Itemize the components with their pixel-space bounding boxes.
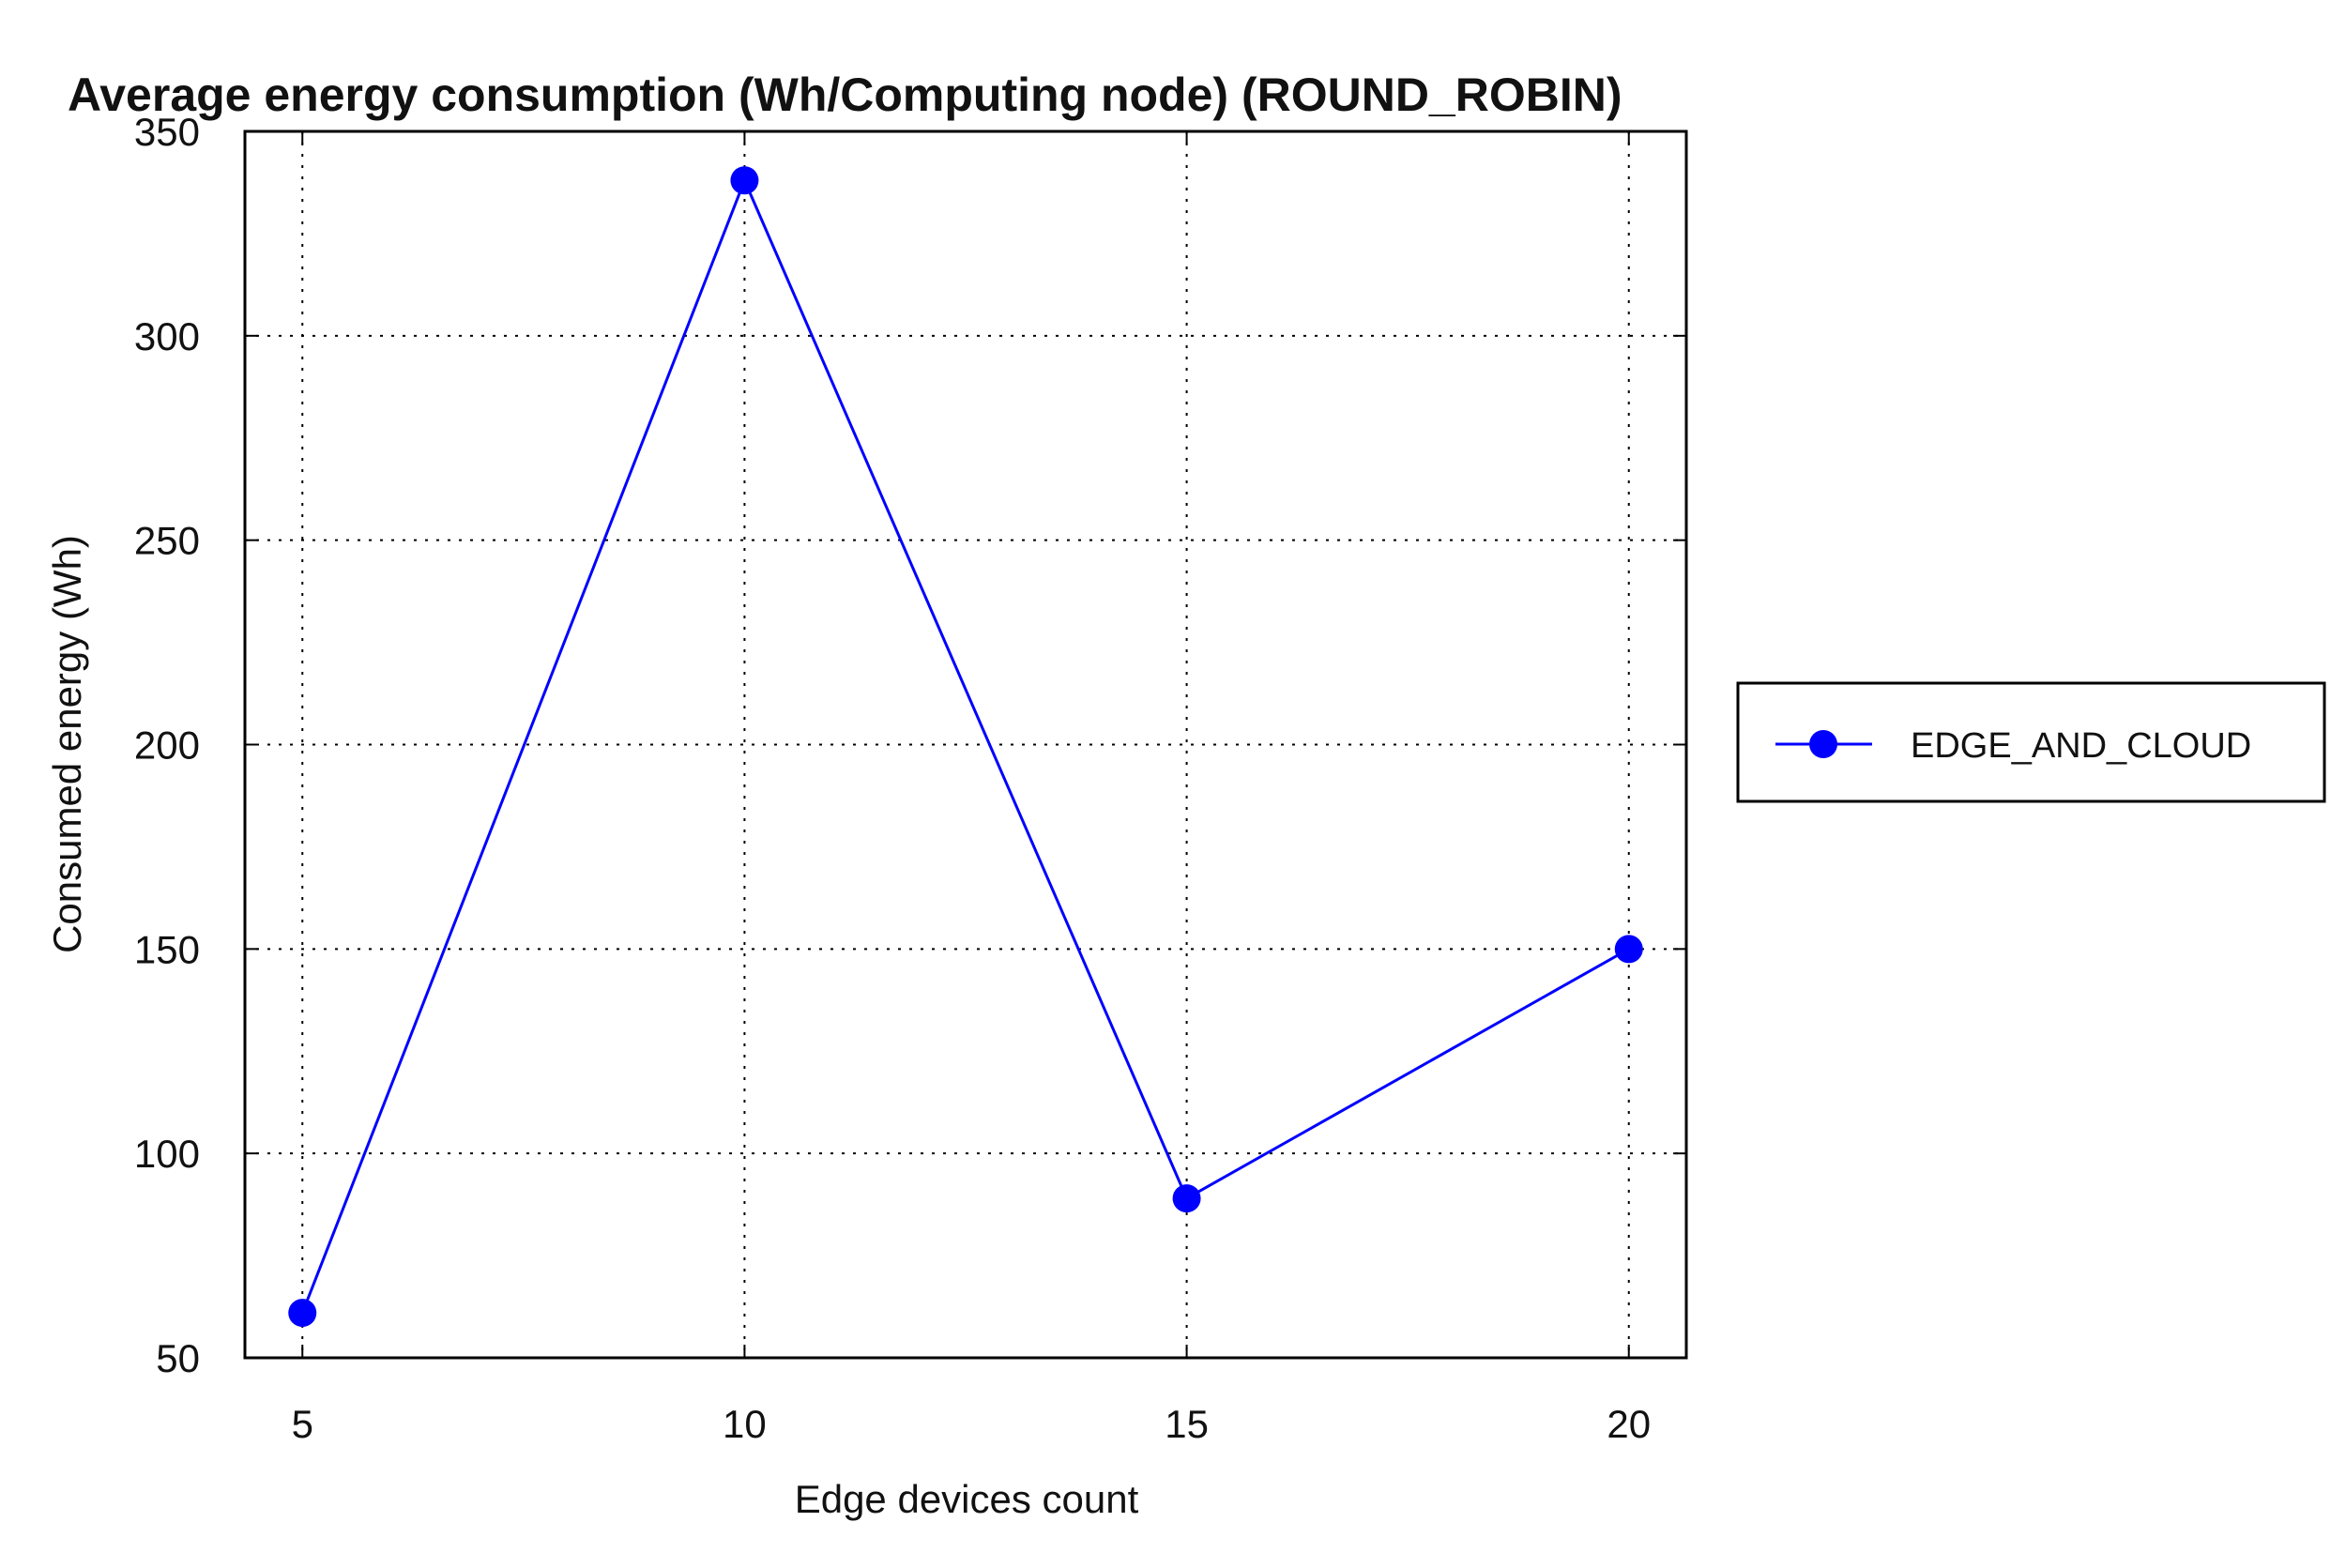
y-tick-label-150: 150	[134, 927, 200, 971]
series-line-0	[300, 178, 1630, 1314]
x-tick-label-20: 20	[1607, 1402, 1651, 1446]
grid-lines	[245, 131, 1686, 1358]
x-tick-label-10: 10	[723, 1402, 767, 1446]
legend-label-edge-and-cloud: EDGE_AND_CLOUD	[1911, 726, 2251, 766]
y-tick-label-250: 250	[134, 519, 200, 563]
legend-marker-swatch	[1809, 730, 1837, 758]
y-tick-label-200: 200	[134, 723, 200, 768]
data-point-x15	[1172, 1184, 1201, 1213]
y-tick-label-100: 100	[134, 1132, 200, 1176]
y-tick-label-300: 300	[134, 314, 200, 358]
x-tick-label-15: 15	[1165, 1402, 1209, 1446]
data-point-x10	[730, 166, 759, 195]
legend: EDGE_AND_CLOUD	[1736, 681, 2326, 803]
y-axis-label: Consumed energy (Wh)	[45, 535, 89, 953]
series-layer	[288, 166, 1643, 1328]
data-point-x5	[288, 1299, 317, 1328]
plot-frame	[243, 129, 1688, 1360]
x-tick-label-5: 5	[292, 1402, 313, 1446]
data-point-x20	[1614, 935, 1643, 964]
y-tick-label-50: 50	[156, 1336, 200, 1380]
chart-title: Average energy consumption (Wh/Computing…	[68, 69, 1622, 121]
axis-ticks: 5 10 15 20 50 100 150 200 250 300 350	[134, 110, 1686, 1446]
x-axis-label: Edge devices count	[795, 1477, 1139, 1521]
y-tick-label-350: 350	[134, 110, 200, 154]
